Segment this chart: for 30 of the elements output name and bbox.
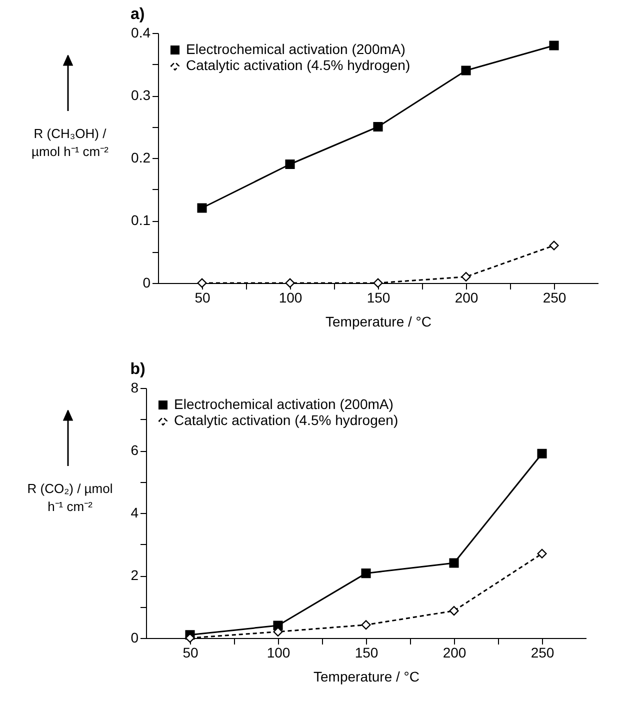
y-tick-label: 6 (130, 442, 139, 458)
x-axis-title: Temperature / °C (314, 668, 420, 684)
y-tick-label: 0 (142, 274, 151, 290)
x-tick-label: 100 (266, 644, 290, 660)
x-tick-label: 200 (454, 290, 478, 306)
x-axis-title: Temperature / °C (326, 314, 432, 330)
legend-label: Electrochemical activation (200mA) (186, 41, 406, 57)
y-tick-label: 0 (130, 630, 139, 646)
legend-label: Electrochemical activation (200mA) (174, 396, 394, 412)
y-tick-label: 0.2 (131, 150, 151, 166)
chart-title: b) (130, 361, 146, 378)
x-tick-label: 150 (366, 290, 390, 306)
y-tick-label: 0.1 (131, 212, 151, 228)
y-tick-label: 4 (130, 504, 139, 520)
x-tick-label: 150 (354, 644, 378, 660)
y-tick-label: 2 (130, 567, 139, 583)
x-tick-label: 250 (530, 644, 554, 660)
x-tick-label: 100 (278, 290, 302, 306)
y-axis-title: R (CO₂) / µmol h⁻¹ cm⁻² (26, 480, 114, 516)
legend-label: Catalytic activation (4.5% hydrogen) (186, 57, 410, 73)
y-tick-label: 0.3 (131, 87, 151, 103)
y-axis-title: R (CH₃OH) / µmol h⁻¹ cm⁻² (30, 125, 110, 161)
x-tick-label: 250 (542, 290, 566, 306)
legend-label: Catalytic activation (4.5% hydrogen) (174, 412, 398, 428)
x-tick-label: 50 (194, 290, 210, 306)
y-tick-label: 0.4 (131, 24, 151, 40)
y-tick-label: 8 (130, 380, 139, 396)
x-tick-label: 50 (182, 644, 198, 660)
x-tick-label: 200 (442, 644, 466, 660)
chart-title: a) (130, 6, 145, 23)
